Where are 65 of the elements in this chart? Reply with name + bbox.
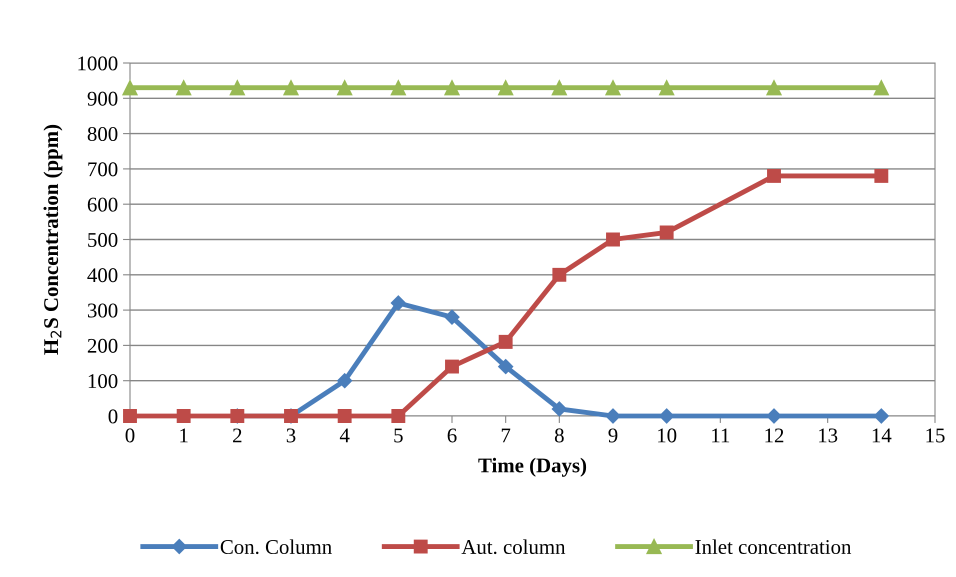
x-tick-label: 11 (712, 428, 730, 442)
point (874, 80, 889, 96)
x-tick-label: 4 (340, 428, 350, 442)
x-tick-label: 12 (765, 428, 784, 442)
legend-label: Con. Column (220, 539, 332, 554)
point (338, 409, 352, 423)
point (766, 408, 782, 424)
point (552, 80, 567, 96)
point (498, 359, 514, 374)
y-tick-label: 200 (88, 338, 118, 353)
legend-label: Inlet concentration (695, 539, 852, 554)
point (445, 360, 459, 374)
point (337, 80, 352, 96)
y-axis-title: H$_{2}$S Concentration (ppm) (43, 124, 62, 355)
y-tick-label: 700 (88, 162, 118, 176)
legend-label: Aut. column (462, 539, 566, 554)
point (659, 408, 674, 424)
point (498, 80, 514, 96)
x-tick-label: 10 (658, 428, 676, 442)
point (123, 409, 137, 423)
point (390, 295, 406, 311)
point (122, 80, 138, 96)
x-tick-label: 2 (233, 428, 242, 442)
point (498, 334, 513, 349)
point (767, 169, 781, 183)
point (444, 80, 460, 96)
point (659, 80, 674, 96)
x-axis-title: Time (Days) (478, 458, 586, 477)
point (660, 225, 674, 240)
y-tick-label: 500 (88, 232, 118, 247)
point (552, 401, 567, 417)
y-tick-label: 800 (88, 126, 118, 142)
x-tick-label: 6 (448, 428, 457, 442)
x-tick-label: 14 (872, 428, 892, 442)
point (176, 409, 191, 423)
y-tick-label: 300 (88, 303, 118, 318)
point (230, 80, 245, 96)
y-tick-label: 400 (87, 268, 118, 282)
point (552, 268, 566, 282)
x-tick-label: 8 (554, 428, 564, 442)
y-tick-label: 900 (88, 92, 118, 106)
point (176, 80, 192, 96)
point (444, 310, 460, 325)
point (283, 80, 299, 96)
x-tick-label: 1 (180, 428, 188, 442)
point (390, 80, 406, 96)
x-tick-label: 7 (502, 428, 510, 442)
x-tick-label: 9 (608, 428, 618, 442)
y-tick-label: 600 (88, 198, 118, 212)
point (337, 373, 352, 388)
x-tick-label: 3 (286, 428, 296, 442)
y-tick-label: 100 (88, 374, 118, 388)
point (605, 408, 621, 424)
point (391, 409, 406, 423)
point (766, 80, 782, 96)
point (606, 232, 620, 246)
point (605, 80, 621, 96)
point (874, 169, 888, 183)
x-tick-label: 5 (394, 428, 403, 442)
x-tick-label: 13 (819, 428, 838, 442)
y-tick-label: 1000 (78, 56, 118, 70)
y-tick-label: 0 (108, 409, 118, 424)
point (874, 408, 889, 424)
x-tick-label: 15 (926, 428, 945, 442)
x-tick-label: 0 (126, 428, 134, 442)
